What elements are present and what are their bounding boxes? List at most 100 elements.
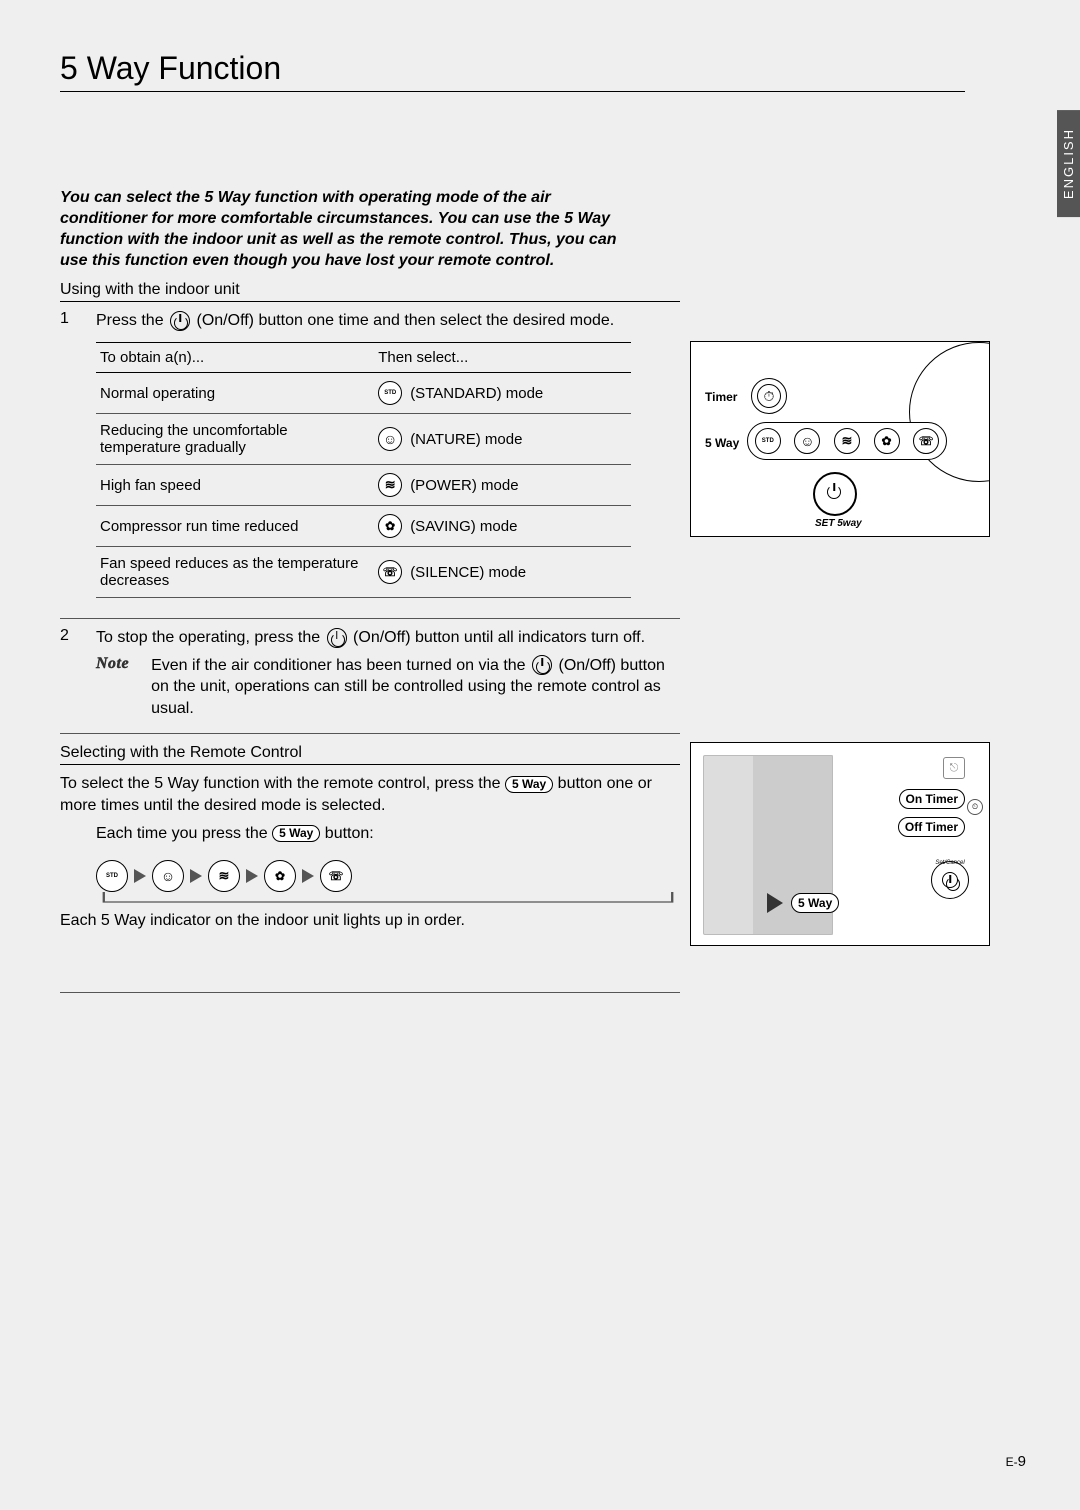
page-title: 5 Way Function (60, 50, 680, 87)
each-press-line: Each time you press the 5 Way button: (96, 823, 680, 845)
nature-mode-icon (378, 427, 402, 451)
standard-mode-icon (755, 428, 781, 454)
mode-table: To obtain a(n)... Then select... Normal … (96, 342, 631, 598)
silence-mode-icon (320, 860, 352, 892)
remote-on-timer-button: On Timer (899, 789, 965, 809)
each-press-before: Each time you press the (96, 825, 268, 842)
step-2-text-after: (On/Off) button until all indicators tur… (353, 629, 645, 646)
nature-mode-icon (794, 428, 820, 454)
table-cell-right: (POWER) mode (410, 477, 518, 494)
saving-mode-icon (378, 514, 402, 538)
power-icon (327, 628, 347, 648)
page: ENGLISH 5 Way Function You can select th… (0, 0, 1080, 1510)
each-press-after: button: (325, 825, 374, 842)
power-icon (532, 655, 552, 675)
section-using-indoor: Using with the indoor unit (60, 281, 680, 299)
mode-table-head-right: Then select... (374, 343, 631, 373)
table-cell-left: Compressor run time reduced (96, 506, 374, 547)
remote-para-before: To select the 5 Way function with the re… (60, 775, 501, 792)
saving-mode-icon (264, 860, 296, 892)
table-cell-right: (SILENCE) mode (410, 564, 526, 581)
step-1-body: Press the (On/Off) button one time and t… (96, 310, 680, 332)
section-rule-2 (60, 764, 680, 765)
language-tab: ENGLISH (1057, 110, 1080, 217)
page-number-value: 9 (1018, 1453, 1026, 1470)
cursor-pointer-icon (767, 893, 783, 913)
table-row: Normal operating (STANDARD) mode (96, 373, 631, 414)
table-cell-left: Reducing the uncomfortable temperature g… (96, 414, 374, 465)
arrow-icon (302, 869, 314, 883)
timer-icon (757, 384, 781, 408)
arrow-icon (246, 869, 258, 883)
table-row: Fan speed reduces as the temperature dec… (96, 547, 631, 598)
page-prefix: E- (1006, 1455, 1018, 1469)
setcancel-label: Set/Cancel (935, 860, 964, 866)
power-icon (942, 872, 958, 888)
standard-mode-icon (378, 381, 402, 405)
step-2-body: To stop the operating, press the (On/Off… (96, 627, 680, 649)
divider (60, 733, 680, 734)
remote-setcancel-button: Set/Cancel (931, 861, 969, 899)
standard-mode-icon (96, 860, 128, 892)
note-text-before: Even if the air conditioner has been tur… (151, 657, 525, 674)
table-cell-right: (SAVING) mode (410, 518, 517, 535)
silence-mode-icon (913, 428, 939, 454)
saving-mode-icon (874, 428, 900, 454)
table-row: Compressor run time reduced (SAVING) mod… (96, 506, 631, 547)
table-cell-left: Normal operating (96, 373, 374, 414)
panel-set5-label: SET 5way (815, 518, 862, 529)
note-label: Note (96, 655, 129, 720)
panel-5way-oval (747, 422, 947, 460)
table-row: Reducing the uncomfortable temperature g… (96, 414, 631, 465)
mode-cycle (96, 860, 680, 892)
divider (60, 618, 680, 619)
remote-5way-button: 5 Way (791, 893, 839, 913)
note-body: Even if the air conditioner has been tur… (151, 655, 680, 720)
cycle-return-line (96, 892, 680, 906)
remote-paragraph: To select the 5 Way function with the re… (60, 773, 680, 816)
indicator-line: Each 5 Way indicator on the indoor unit … (60, 910, 680, 932)
table-cell-left: Fan speed reduces as the temperature dec… (96, 547, 374, 598)
table-cell-left: High fan speed (96, 465, 374, 506)
nature-mode-icon (152, 860, 184, 892)
clock-icon: ⏲ (967, 799, 983, 815)
note: Note Even if the air conditioner has bee… (96, 655, 680, 720)
section-rule-1 (60, 301, 680, 302)
table-cell-right: (STANDARD) mode (410, 385, 543, 402)
table-row: High fan speed (POWER) mode (96, 465, 631, 506)
main-content: 5 Way Function You can select the 5 Way … (60, 50, 680, 993)
remote-off-timer-button: Off Timer (898, 817, 965, 837)
panel-power-button (813, 472, 857, 516)
divider (60, 992, 680, 993)
silence-mode-icon (378, 560, 402, 584)
panel-timer-label: Timer (705, 390, 737, 404)
step-1-number: 1 (60, 310, 78, 332)
page-number: E-9 (1006, 1453, 1026, 1470)
power-mode-icon (834, 428, 860, 454)
section-remote: Selecting with the Remote Control (60, 744, 680, 762)
power-mode-icon (378, 473, 402, 497)
step-2-text-before: To stop the operating, press the (96, 629, 320, 646)
power-icon (824, 481, 844, 501)
step-2-number: 2 (60, 627, 78, 649)
panel-timer-button (751, 378, 787, 414)
indoor-unit-panel: Timer 5 Way SET 5way (690, 341, 990, 537)
step-1: 1 Press the (On/Off) button one time and… (60, 310, 680, 332)
remote-control-panel: ⎋ On Timer ⏲ Off Timer Set/Cancel 5 Way (690, 742, 990, 946)
arrow-icon (190, 869, 202, 883)
step-2: 2 To stop the operating, press the (On/O… (60, 627, 680, 649)
step-1-text-before: Press the (96, 312, 164, 329)
fiveway-pill-icon: 5 Way (505, 776, 553, 793)
arrow-icon (134, 869, 146, 883)
intro-paragraph: You can select the 5 Way function with o… (60, 187, 620, 271)
remote-small-icon: ⎋ (943, 757, 965, 779)
right-column: Timer 5 Way SET 5way ⎋ On Timer ⏲ Off Ti… (690, 200, 990, 946)
title-rule (60, 91, 965, 92)
panel-decoration-circle (909, 342, 1049, 482)
power-icon (170, 311, 190, 331)
table-cell-right: (NATURE) mode (410, 431, 522, 448)
mode-table-head-left: To obtain a(n)... (96, 343, 374, 373)
power-mode-icon (208, 860, 240, 892)
step-1-text-after: (On/Off) button one time and then select… (197, 312, 615, 329)
fiveway-pill-icon: 5 Way (272, 825, 320, 842)
